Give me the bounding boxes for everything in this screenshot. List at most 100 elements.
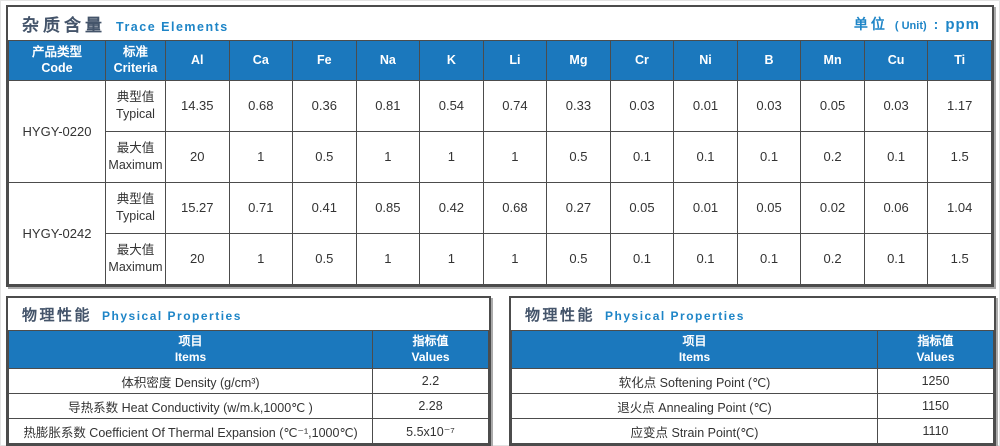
column-header-element: Mn <box>800 40 865 81</box>
value-cell: 0.05 <box>609 181 675 234</box>
column-header-criteria: 标准 Criteria <box>105 40 166 81</box>
column-header-element: Cr <box>609 40 675 81</box>
value-cell: 0.1 <box>736 130 802 183</box>
values-header-en: Values <box>916 349 955 364</box>
items-header-en: Items <box>174 349 207 364</box>
value-cell: 0.5 <box>546 232 611 285</box>
values-header-zh: 指标值 <box>412 334 449 348</box>
column-header-items: 项目 Items <box>511 329 878 370</box>
column-header-code-en: Code <box>41 61 73 76</box>
value-cell: 1 <box>355 232 421 285</box>
unit-colon: : <box>933 15 939 32</box>
trace-elements-titlebar: 杂质含量 Trace Elements 单位 ( Unit) : ppm <box>8 7 992 40</box>
property-label-cell: 热膨胀系数 Coefficient Of Thermal Expansion (… <box>8 418 373 445</box>
criteria-cell: 最大值 Maximum <box>105 232 166 285</box>
properties-header-row: 项目 Items 指标值 Values <box>511 329 994 370</box>
column-header-element: Ni <box>673 40 738 81</box>
property-label-cell: 软化点 Softening Point (℃) <box>511 368 878 395</box>
value-cell: 1 <box>228 130 294 183</box>
value-cell: 0.03 <box>736 79 802 132</box>
physical-properties-titlebar: 物理性能 Physical Properties <box>8 298 489 330</box>
value-cell: 1.17 <box>927 79 992 132</box>
value-cell: 0.1 <box>863 232 929 285</box>
value-cell: 0.1 <box>736 232 802 285</box>
trace-elements-table: 产品类型 Code 标准 Criteria Al Ca Fe Na K Li M… <box>8 40 992 285</box>
value-cell: 1 <box>355 130 421 183</box>
physical-properties-titlebar: 物理性能 Physical Properties <box>511 298 994 330</box>
criteria-zh: 最大值 <box>116 243 155 258</box>
value-cell: 1.5 <box>927 232 992 285</box>
value-cell: 0.36 <box>292 79 357 132</box>
criteria-zh: 典型值 <box>116 90 155 105</box>
value-cell: 1 <box>419 130 484 183</box>
unit-indicator: 单位 ( Unit) : ppm <box>854 14 980 34</box>
column-header-element: Fe <box>292 40 357 81</box>
value-cell: 0.01 <box>673 79 738 132</box>
physical-properties-left-section: 物理性能 Physical Properties 项目 Items 指标值 Va… <box>6 296 491 446</box>
column-header-values: 指标值 Values <box>372 329 489 370</box>
column-header-element: Li <box>482 40 548 81</box>
unit-label-zh: 单位 <box>853 15 888 32</box>
column-header-element: Ca <box>228 40 294 81</box>
property-row: 热膨胀系数 Coefficient Of Thermal Expansion (… <box>8 418 489 445</box>
product-code-cell: HYGY-0242 <box>8 181 106 285</box>
column-header-element: Na <box>355 40 421 81</box>
physical-properties-table: 项目 Items 指标值 Values 体积密度 Density (g/cm³)… <box>8 329 489 445</box>
value-cell: 0.33 <box>546 79 611 132</box>
property-value-cell: 2.28 <box>372 393 489 420</box>
column-header-criteria-zh: 标准 <box>122 45 148 59</box>
criteria-en: Typical <box>116 208 155 223</box>
value-cell: 20 <box>165 232 230 285</box>
property-row: 退火点 Annealing Point (℃) 1150 <box>511 393 994 420</box>
items-header-en: Items <box>678 349 711 364</box>
unit-parenthetical: ( Unit) <box>894 19 927 32</box>
property-row: 软化点 Softening Point (℃) 1250 <box>511 368 994 395</box>
values-header-zh: 指标值 <box>917 334 954 348</box>
value-cell: 1 <box>482 130 548 183</box>
trace-header-row: 产品类型 Code 标准 Criteria Al Ca Fe Na K Li M… <box>8 40 992 81</box>
physical-properties-right-section: 物理性能 Physical Properties 项目 Items 指标值 Va… <box>509 296 996 446</box>
properties-header-row: 项目 Items 指标值 Values <box>8 329 489 370</box>
column-header-element: Ti <box>927 40 992 81</box>
column-header-element: K <box>419 40 484 81</box>
section-title-zh: 物理性能 <box>22 306 93 324</box>
physical-properties-title: 物理性能 Physical Properties <box>22 304 242 325</box>
value-cell: 0.5 <box>292 232 357 285</box>
value-cell: 0.03 <box>609 79 675 132</box>
value-cell: 0.1 <box>863 130 929 183</box>
physical-properties-title: 物理性能 Physical Properties <box>525 304 745 325</box>
value-cell: 0.54 <box>419 79 484 132</box>
value-cell: 14.35 <box>165 79 230 132</box>
column-header-element: Cu <box>863 40 929 81</box>
value-cell: 0.01 <box>673 181 738 234</box>
value-cell: 1.5 <box>927 130 992 183</box>
value-cell: 0.81 <box>355 79 421 132</box>
physical-properties-table: 项目 Items 指标值 Values 软化点 Softening Point … <box>511 329 994 445</box>
section-title-en: Physical Properties <box>102 308 242 323</box>
property-value-cell: 1250 <box>877 368 994 395</box>
section-title-en: Physical Properties <box>605 308 745 323</box>
table-row: HYGY-0220 典型值 Typical 14.35 0.68 0.36 0.… <box>8 79 992 183</box>
value-cell: 15.27 <box>165 181 230 234</box>
column-header-items: 项目 Items <box>8 329 373 370</box>
column-header-code-zh: 产品类型 <box>31 45 82 59</box>
column-header-values: 指标值 Values <box>877 329 994 370</box>
value-cell: 0.1 <box>609 232 675 285</box>
value-cell: 0.85 <box>355 181 421 234</box>
section-title-zh: 杂质含量 <box>22 16 106 35</box>
value-cell: 0.1 <box>673 130 738 183</box>
value-cell: 0.1 <box>609 130 675 183</box>
value-cell: 0.2 <box>800 232 865 285</box>
value-cell: 0.03 <box>863 79 929 132</box>
value-cell: 0.41 <box>292 181 357 234</box>
value-cell: 0.05 <box>800 79 865 132</box>
product-code-cell: HYGY-0220 <box>8 79 106 183</box>
value-cell: 0.1 <box>673 232 738 285</box>
value-cell: 0.02 <box>800 181 865 234</box>
value-cell: 0.68 <box>228 79 294 132</box>
criteria-en: Maximum <box>108 259 163 274</box>
value-cell: 1 <box>419 232 484 285</box>
value-cell: 1 <box>482 232 548 285</box>
column-header-element: Mg <box>546 40 611 81</box>
